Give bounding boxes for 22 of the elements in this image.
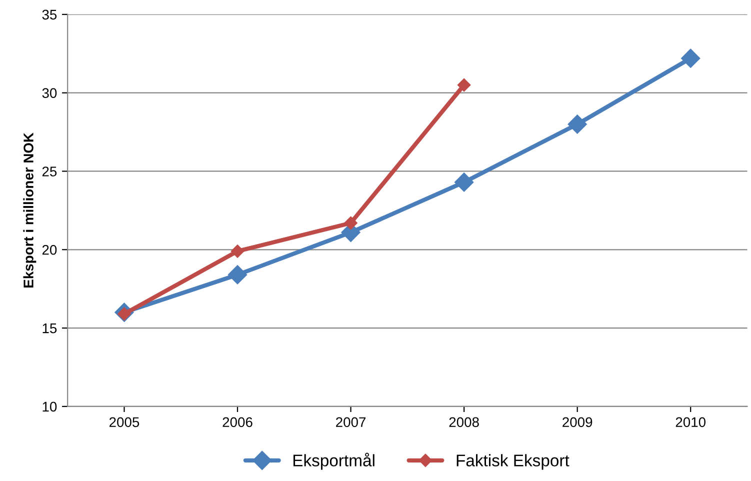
- y-tick-label: 30: [42, 88, 57, 98]
- y-tick-label: 25: [42, 166, 57, 176]
- x-tick-label: 2010: [676, 417, 706, 428]
- x-tick-label: 2005: [109, 417, 140, 428]
- point: [228, 265, 248, 284]
- x-tick-label: 2008: [449, 417, 479, 428]
- point: [454, 172, 474, 192]
- point: [344, 216, 358, 230]
- y-tick-label: 35: [42, 10, 57, 20]
- x-tick-label: 2007: [336, 417, 366, 428]
- point: [568, 114, 587, 134]
- x-tick-label: 2006: [222, 417, 252, 428]
- y-axis-title: Eksport i millioner NOK: [23, 132, 36, 288]
- y-tick-label: 10: [42, 402, 57, 412]
- point: [230, 244, 244, 258]
- y-tick-label: 15: [42, 324, 57, 334]
- y-tick-label: 20: [42, 244, 57, 255]
- point: [457, 78, 471, 92]
- legend-label: Faktisk Eksport: [456, 454, 570, 470]
- legend-label: Eksportmål: [293, 452, 374, 470]
- point: [681, 48, 700, 68]
- x-tick-label: 2009: [562, 417, 592, 428]
